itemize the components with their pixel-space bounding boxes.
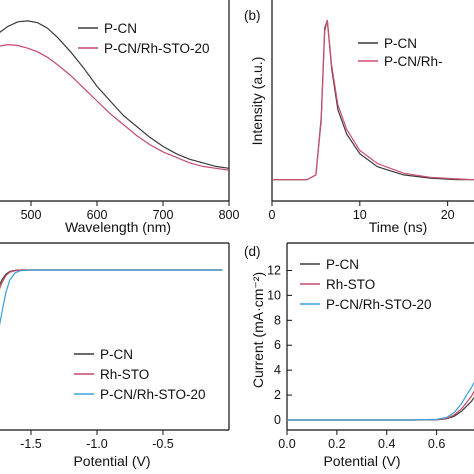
x-tick-label-b-2: 20 [441,208,455,222]
legend-label-p-cn-d: P-CN [326,257,359,272]
x-tick-label-d-2: 0.4 [378,437,395,451]
legend-label-p-cn-rh-sto-20-d: P-CN/Rh-STO-20 [326,297,432,312]
series-line-d-0 [287,397,474,421]
x-tick-label-b-0: 0 [269,208,276,222]
series-line-c-1 [0,269,223,290]
panel-b: 0 10 20 (b) Time (ns) Intensity (a.u.) P-C… [244,0,474,235]
y-tick-label-d-0: 0 [274,413,281,427]
panel-b-ylabel: Intensity (a.u.) [249,57,265,146]
y-tick-label-d-5: 10 [267,288,281,302]
panel-a-xlabel: Wavelength (nm) [65,219,171,235]
panel-d-ylabel: Current (mA·cm⁻²) [250,272,266,388]
panel-b-xlabel: Time (ns) [369,219,428,235]
legend-label-p-cn-b: P-CN [384,36,417,51]
series-line-c-0 [0,269,223,286]
panel-b-legend: P-CN P-CN/Rh- [358,36,443,69]
panel-c: -1.5 -1.0 -0.5 Potential (V) P-CN Rh-STO P… [0,242,230,469]
panel-c-xticks: -1.5 -1.0 -0.5 [20,430,174,451]
legend-label-p-cn-c: P-CN [100,347,133,362]
panel-b-series [272,19,474,181]
panel-b-xticks: 0 10 20 [269,201,455,222]
series-line-b-1 [272,19,474,181]
x-tick-label-c-2: -0.5 [152,437,174,451]
panel-c-legend: P-CN Rh-STO P-CN/Rh-STO-20 [74,347,206,402]
panel-d-xticks: 0.0 0.2 0.4 0.6 [278,430,445,451]
legend-label-rh-sto-c: Rh-STO [100,367,149,382]
panel-d: 0.0 0.2 0.4 0.6 0 2 4 6 8 10 12 (d) Potential (V)… [244,242,474,469]
x-tick-label-a-3: 800 [219,208,240,222]
legend-label-p-cn-rh-sto-20: P-CN/Rh-STO-20 [104,41,210,56]
series-line-d-2 [287,382,474,421]
y-tick-label-d-3: 6 [274,338,281,352]
panel-a: 500 600 700 800 Wavelength (nm) P-CN P-CN/R… [0,0,239,235]
panel-a-series [0,20,230,171]
panel-d-legend: P-CN Rh-STO P-CN/Rh-STO-20 [300,257,432,312]
panel-d-label: (d) [244,244,261,259]
panel-d-yticks: 0 2 4 6 8 10 12 [267,263,292,427]
panel-a-legend: P-CN P-CN/Rh-STO-20 [78,21,210,56]
series-line-a-0 [0,20,230,169]
legend-label-rh-sto-d: Rh-STO [326,277,375,292]
panel-b-label: (b) [244,8,261,23]
x-tick-label-a-2: 700 [153,208,174,222]
panel-d-xlabel: Potential (V) [323,453,400,469]
y-tick-label-d-4: 8 [274,313,281,327]
x-tick-label-d-1: 0.2 [328,437,345,451]
x-tick-label-a-0: 500 [21,208,42,222]
panel-c-xlabel: Potential (V) [73,453,150,469]
x-tick-label-c-1: -1.0 [86,437,108,451]
series-line-d-1 [287,391,474,421]
x-tick-label-a-1: 600 [87,208,108,222]
legend-label-p-cn-rh-b: P-CN/Rh- [384,54,443,69]
panel-c-series [0,269,223,326]
y-tick-label-d-6: 12 [267,263,281,277]
series-line-a-1 [0,43,230,171]
legend-label-p-cn: P-CN [104,21,137,36]
x-tick-label-d-3: 0.6 [428,437,445,451]
x-tick-label-b-1: 10 [353,208,367,222]
x-tick-label-d-0: 0.0 [278,437,295,451]
legend-label-p-cn-rh-sto-20-c: P-CN/Rh-STO-20 [100,387,206,402]
panel-a-xticks: 500 600 700 800 [21,201,240,222]
panel-d-series [287,382,474,421]
x-tick-label-c-0: -1.5 [20,437,42,451]
series-line-b-0 [272,19,474,181]
series-line-c-2 [0,269,223,326]
y-tick-label-d-1: 2 [274,388,281,402]
y-tick-label-d-2: 4 [274,363,281,377]
